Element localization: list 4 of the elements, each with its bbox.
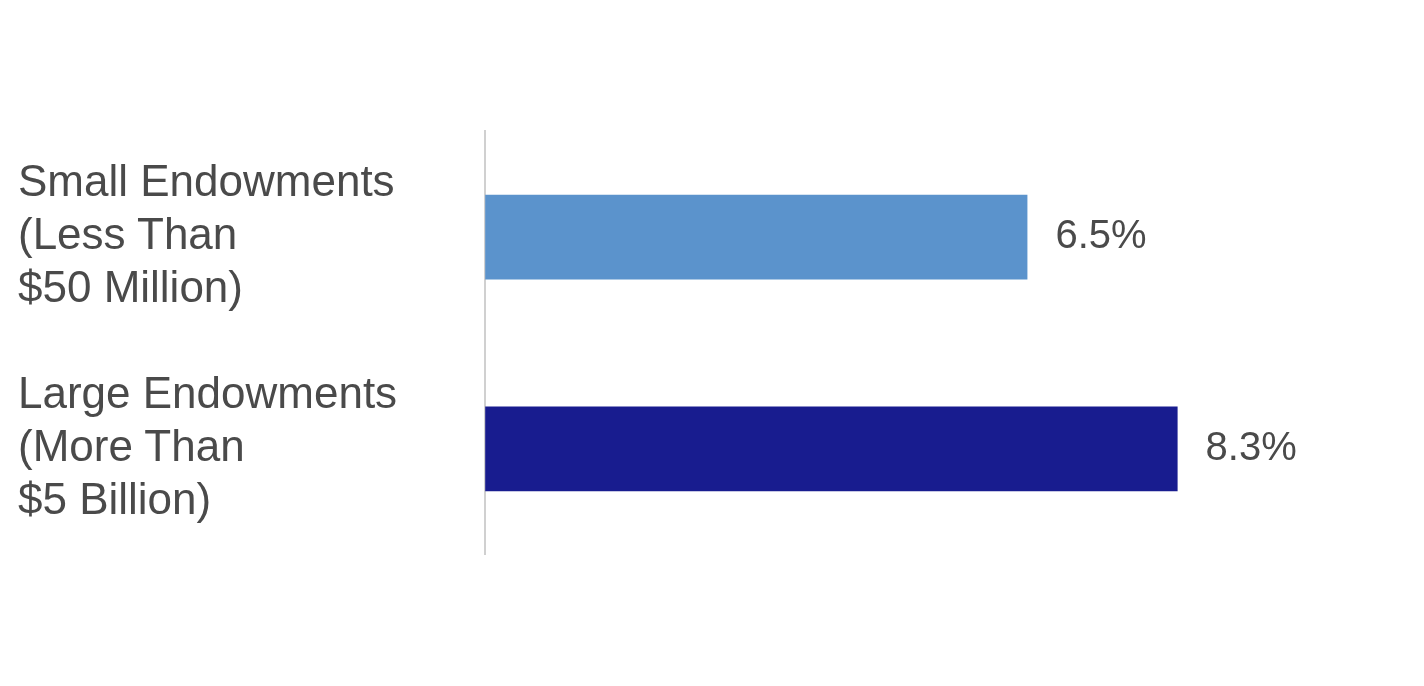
data-label: 6.5% — [1055, 212, 1147, 257]
y-tick-label: Small Endowments (Less Than $50 Million) — [18, 156, 395, 312]
data-label: 8.3% — [1205, 423, 1297, 468]
y-tick-label: Large Endowments (More Than $5 Billion) — [18, 368, 398, 523]
